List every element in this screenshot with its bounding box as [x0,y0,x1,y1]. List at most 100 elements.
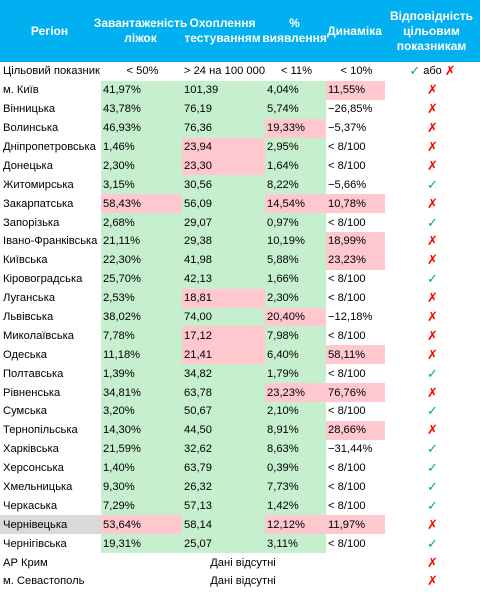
check-icon: ✓ [427,214,438,230]
region-name: Волинська [3,122,59,135]
table-row: Волинська 46,93% 76,36 19,33% −5,37% ✗ [0,118,480,138]
testing-coverage-cell: 63,78 [182,383,265,403]
region-name: Херсонська [3,462,64,475]
table-row: Тернопільська 14,30% 44,50 8,91% 28,66% ✗ [0,420,480,440]
header-testing-coverage: Охоплення тестуванням [184,16,261,45]
detection-rate-cell: 7,73% [265,477,326,497]
detection-rate-cell: 1,79% [265,364,326,384]
table-row: Київська 22,30% 41,98 5,88% 23,23% ✗ [0,250,480,270]
no-data-text: Дані відсутні [210,556,276,569]
region-name: Луганська [3,292,56,305]
region-name: Донецька [3,159,53,172]
table-row: Сумська 3,20% 50,67 2,10% < 8/100 ✓ [0,402,480,421]
table-row: Рівненська 34,81% 63,78 23,23% 76,76% ✗ [0,383,480,403]
table-row: Донецька 2,30% 23,30 1,64% < 8/100 ✗ [0,156,480,176]
check-icon: ✓ [427,497,438,513]
testing-coverage-cell: 57,13 [182,496,265,516]
testing-coverage-cell: 74,00 [182,307,265,327]
target-dynamics: < 10% [340,65,373,78]
target-detection-rate: < 11% [280,65,313,78]
check-icon: ✓ [427,403,438,419]
detection-rate-cell: 0,97% [265,213,326,233]
no-data-rows: АР Крим Дані відсутні ✗ м. Севастополь Дані … [0,553,480,591]
dynamics-cell: 58,11% [326,345,385,365]
table-row: АР Крим Дані відсутні ✗ [0,553,480,572]
region-name: Чернігівська [3,537,67,550]
cross-icon: ✗ [427,346,438,362]
bed-occupancy-cell: 3,20% [101,402,182,421]
testing-coverage-cell: 58,14 [182,515,265,535]
covid-region-table: Регіон Завантаженість ліжок Охоплення те… [0,0,480,591]
testing-coverage-cell: 21,41 [182,345,265,365]
region-name: АР Крим [3,556,48,569]
bed-occupancy-cell: 14,30% [101,420,182,440]
testing-coverage-cell: 18,81 [182,288,265,308]
target-bed-occupancy: < 50% [126,65,159,78]
dynamics-cell: 10,78% [326,194,385,214]
header-region: Регіон [30,23,69,38]
cross-icon: ✗ [427,516,438,532]
dynamics-cell: < 8/100 [328,329,366,342]
table-row: Харківська 21,59% 32,62 8,63% −31,44% ✓ [0,439,480,459]
cross-icon: ✗ [427,309,438,325]
testing-coverage-cell: 25,07 [182,534,265,554]
region-name: Дніпропетровська [3,141,96,153]
detection-rate-cell: 8,63% [265,439,326,459]
header-detection-rate: % виявлення [262,16,327,45]
testing-coverage-cell: 41,98 [182,250,265,270]
region-name: Сумська [3,405,48,418]
table-row: Запорізька 2,68% 29,07 0,97% < 8/100 ✓ [0,213,480,233]
target-compliance: ✓ або ✗ [385,62,480,81]
region-name: Львівська [3,311,54,324]
bed-occupancy-cell: 2,68% [101,213,182,233]
dynamics-cell: < 8/100 [328,537,366,550]
bed-occupancy-cell: 7,29% [101,496,182,516]
detection-rate-cell: 2,10% [265,402,326,421]
testing-coverage-cell: 23,30 [182,156,265,176]
dynamics-cell: < 8/100 [328,462,366,475]
detection-rate-cell: 7,98% [265,326,326,346]
detection-rate-cell: 8,22% [265,175,326,195]
table-row: Житомирська 3,15% 30,56 8,22% −5,66% ✓ [0,175,480,195]
cross-icon: ✗ [427,101,438,117]
table-row: Луганська 2,53% 18,81 2,30% < 8/100 ✗ [0,288,480,308]
region-name: м. Київ [3,84,39,97]
dynamics-cell: < 8/100 [328,481,366,494]
check-icon: ✓ [427,535,438,551]
table-row: Закарпатська 58,43% 56,09 14,54% 10,78% ✗ [0,194,480,214]
region-name: Запорізька [3,216,60,229]
table-row: Кіровоградська 25,70% 42,13 1,66% < 8/100 ✓ [0,269,480,289]
detection-rate-cell: 5,88% [265,250,326,270]
bed-occupancy-cell: 1,40% [101,458,182,478]
region-name: Закарпатська [3,197,74,210]
dynamics-cell: 11,97% [326,515,385,535]
detection-rate-cell: 14,54% [265,194,326,214]
table-row: Полтавська 1,39% 34,82 1,79% < 8/100 ✓ [0,364,480,384]
region-name: Хмельницька [3,481,73,494]
check-icon: ✓ [427,365,438,381]
bed-occupancy-cell: 19,31% [101,534,182,554]
dynamics-cell: < 8/100 [328,499,366,512]
cross-icon: ✗ [427,195,438,211]
dynamics-cell: −12,18% [328,311,373,324]
cross-icon: ✗ [444,63,456,79]
table-row: Черкаська 7,29% 57,13 1,42% < 8/100 ✓ [0,496,480,516]
table-row: Вінницька 43,78% 76,19 5,74% −26,85% ✗ [0,99,480,119]
dynamics-cell: < 8/100 [328,216,366,229]
header-dynamics: Динаміка [327,23,382,38]
dynamics-cell: < 8/100 [328,159,366,172]
cross-icon: ✗ [427,82,438,98]
region-name: Черкаська [3,499,58,512]
testing-coverage-cell: 23,94 [182,137,265,157]
region-name: Миколаївська [3,329,75,342]
cross-icon: ✗ [427,252,438,268]
bed-occupancy-cell: 9,30% [101,477,182,497]
dynamics-cell: −5,37% [328,122,367,135]
region-name: Кіровоградська [3,273,83,286]
bed-occupancy-cell: 7,78% [101,326,182,346]
table-row: Дніпропетровська 1,46% 23,94 2,95% < 8/100 ✗ [0,137,480,157]
testing-coverage-cell: 76,19 [182,99,265,119]
no-data-text: Дані відсутні [210,575,276,588]
region-name: Вінницька [3,103,56,116]
bed-occupancy-cell: 41,97% [101,80,182,100]
